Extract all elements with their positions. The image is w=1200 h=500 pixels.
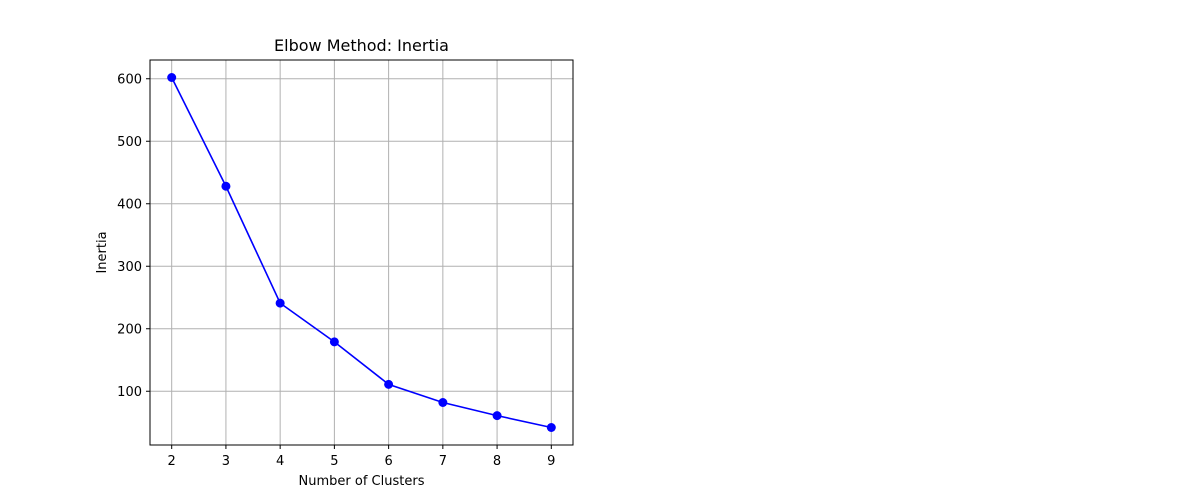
chart-title: Elbow Method: Inertia <box>274 36 449 55</box>
data-point <box>438 398 448 407</box>
x-tick-label: 7 <box>439 454 447 469</box>
y-axis: 100 200 300 400 500 600 <box>117 72 150 400</box>
plot-area-frame <box>149 59 574 446</box>
grid-lines <box>150 60 573 445</box>
y-tick-label: 300 <box>117 260 142 275</box>
data-point <box>221 181 231 191</box>
x-tick-label: 6 <box>384 454 392 469</box>
y-tick-label: 600 <box>117 72 142 87</box>
data-point <box>492 411 502 421</box>
x-tick-label: 3 <box>222 454 230 469</box>
data-point <box>546 423 556 432</box>
y-tick-label: 200 <box>117 322 142 337</box>
y-tick-label: 500 <box>117 135 142 150</box>
data-point <box>167 73 177 82</box>
y-tick-label: 100 <box>117 385 142 400</box>
x-tick-label: 5 <box>330 454 338 469</box>
x-axis: 2 3 4 5 6 7 8 9 <box>168 445 555 469</box>
x-tick-label: 4 <box>276 454 284 469</box>
data-point <box>275 298 285 308</box>
data-points <box>167 73 556 432</box>
y-axis-title: Inertia <box>95 231 110 273</box>
x-tick-label: 9 <box>547 454 555 469</box>
y-tick-label: 400 <box>117 197 142 212</box>
series-line <box>170 77 552 429</box>
x-axis-title: Number of Clusters <box>299 474 425 489</box>
x-tick-label: 2 <box>168 454 176 469</box>
data-point <box>384 379 394 389</box>
data-point <box>329 337 339 347</box>
x-tick-label: 8 <box>493 454 501 469</box>
